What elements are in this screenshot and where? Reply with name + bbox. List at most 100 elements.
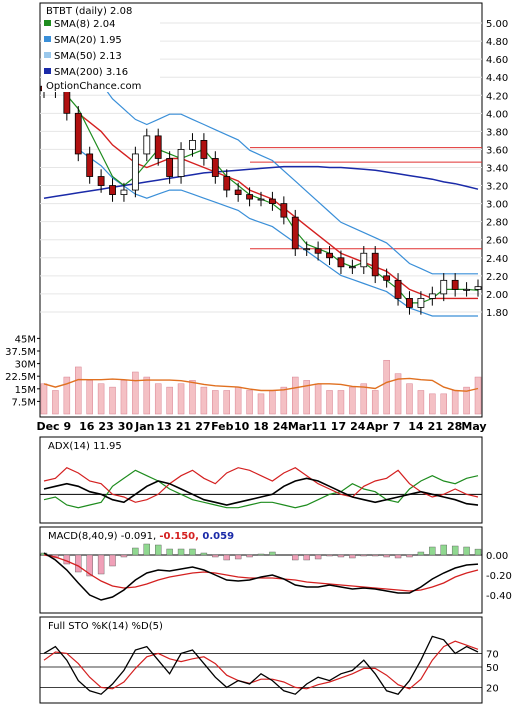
macd-histogram-bar [63,554,71,565]
sma200-line [43,165,479,199]
macd-histogram-bar [120,554,128,558]
date-tick-label: Mar [288,420,312,433]
volume-bar [360,383,368,415]
date-tick-label: Dec [36,420,59,433]
volume-bar [417,390,425,415]
sto-legend-bg [42,619,166,632]
macd-histogram-bar [417,551,425,556]
candle-body [234,189,242,195]
stochastic-title: Full STO %K(14) %D(5) [48,621,163,632]
candle-body [246,194,253,200]
volume-tick-label: 7.5M [11,397,36,408]
volume-bar [303,380,310,415]
ema-line [77,112,478,300]
volume-bars [40,359,482,415]
macd-histogram-bar [474,548,482,556]
candle-body [211,158,219,177]
volume-bar [349,386,356,415]
macd-histogram-bar [372,554,379,557]
adx-legend-bg [42,439,132,452]
price-tick-label: 1.80 [486,308,508,319]
volume-tick-label: 30M [15,360,36,371]
volume-bar [269,390,276,415]
legend-background [42,4,160,92]
legend-swatch-sma50 [44,52,51,58]
volume-tick-label: 37.5M [5,347,36,358]
candle-body [120,189,128,195]
candle-body [143,135,151,155]
date-tick-label: 14 [408,420,424,433]
price-tick-label: 4.00 [486,109,508,120]
candle-body [348,266,356,269]
volume-tick-label: 45M [15,334,36,345]
candle-body [326,252,333,259]
volume-bar [383,359,390,415]
macd-histogram-bar [212,554,219,558]
candle-body [257,198,265,201]
macd-tick-label: -0.20 [486,571,512,582]
date-tick-label: 9 [64,420,72,433]
volume-bar [40,383,48,415]
candle-body [109,185,116,195]
candle-body [474,286,482,290]
legend-sma50: SMA(50) 2.13 [54,51,122,62]
candle-body [383,275,391,281]
macd-histogram-bar [97,554,105,575]
macd-signal-line [43,554,479,592]
date-tick-label: 24 [273,420,289,433]
stochastic-lines [43,635,479,695]
price-tick-label: 2.00 [486,290,508,301]
plus-di-line [43,469,479,509]
price-tick-label: 5.00 [486,19,508,30]
price-tick-label: 4.40 [486,73,508,84]
minus-di-line [43,466,479,503]
adx-line [43,477,479,506]
macd-histogram-bar [349,554,356,559]
macd-title: MACD(8,40,9) -0.091, -0.150, 0.059 [48,531,234,542]
price-tick-label: 3.20 [486,182,508,193]
bollinger-lower-line [77,148,478,317]
volume-bar [212,390,219,415]
price-tick-label: 2.40 [486,254,508,265]
volume-bar [200,386,208,415]
macd-histogram-bar [223,554,230,561]
macd-line [43,552,479,601]
adx-lines [43,466,479,509]
volume-bar [109,386,116,415]
macd-histogram-bar [234,554,242,560]
legend-sma20: SMA(20) 1.95 [54,35,122,46]
date-tick-label: 13 [157,420,172,433]
macd-histogram-bar [383,554,390,558]
macd-histogram-bar [314,554,322,560]
date-tick-label: 17 [331,420,346,433]
volume-bar [234,386,242,415]
macd-histogram-bar [429,546,436,556]
volume-bar [97,383,105,415]
macd-histogram-bar [394,554,402,559]
candle-body [97,176,105,186]
volume-bar [154,383,162,415]
volume-bar [337,390,345,415]
price-tick-label: 3.60 [486,145,508,156]
price-tick-label: 2.20 [486,272,508,283]
candle-body [74,112,82,155]
candle-body [360,252,368,268]
candle-body [280,203,288,218]
price-tick-label: 3.40 [486,163,508,174]
volume-bar [223,390,230,415]
candle-body [371,252,379,277]
date-tick-label: 11 [311,420,326,433]
price-tick-label: 3.00 [486,200,508,211]
date-tick-label: 21 [176,420,191,433]
macd-histogram-bar [109,554,116,567]
candle-body [177,149,185,177]
macd-histogram-bar [143,543,150,556]
volume-bar [52,390,59,415]
legend-swatch-sma8 [44,20,51,26]
chart-title: BTBT (daily) 2.08 [46,6,132,17]
stochastic-tick-label: 50 [486,663,499,674]
date-tick-label: 16 [79,420,95,433]
macd-histogram-bar [177,548,185,556]
volume-bar [132,371,139,415]
volume-bar [257,393,265,415]
